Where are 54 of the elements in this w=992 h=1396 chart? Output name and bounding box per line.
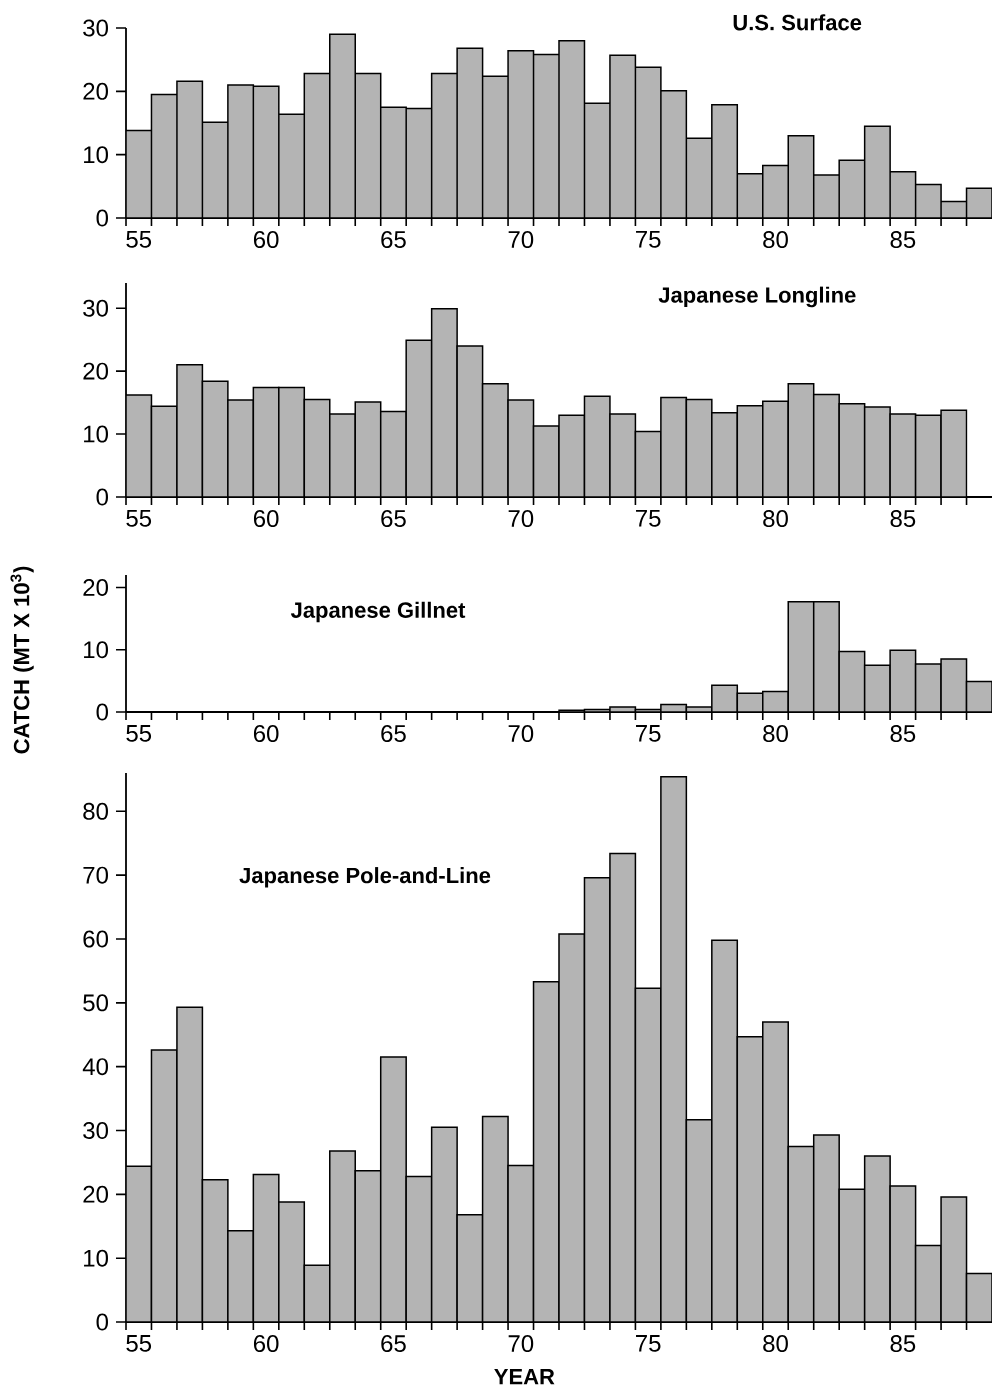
x-tick-label: 65 — [381, 725, 406, 743]
x-tick-label: 75 — [636, 231, 661, 248]
x-axis-title: YEAR — [494, 1369, 555, 1385]
y-tick-label: 10 — [84, 1249, 108, 1267]
y-tick-label: 80 — [83, 802, 108, 820]
y-tick-label: 10 — [84, 425, 108, 443]
x-tick-label: 60 — [253, 1335, 279, 1353]
x-tick-label: 65 — [381, 510, 406, 528]
y-tick-label: 0 — [96, 1313, 109, 1331]
y-tick-label: 10 — [84, 146, 108, 164]
y-tick-label: 20 — [83, 362, 108, 380]
chart-title: U.S. Surface — [733, 14, 862, 31]
x-tick-label: 85 — [890, 725, 916, 743]
x-tick-label: 75 — [636, 510, 661, 527]
x-tick-label: 75 — [636, 1335, 661, 1352]
y-tick-label: 50 — [83, 994, 108, 1012]
x-tick-label: 60 — [253, 510, 279, 528]
y-tick-label: 30 — [83, 1122, 108, 1139]
x-tick-label: 85 — [890, 1335, 916, 1353]
x-tick-label: 55 — [126, 1335, 152, 1352]
y-tick-label: 0 — [96, 488, 109, 506]
x-tick-label: 70 — [508, 510, 534, 528]
x-tick-label: 80 — [763, 725, 788, 743]
x-tick-label: 70 — [508, 1335, 534, 1353]
y-tick-label: 60 — [83, 930, 108, 948]
y-tick-label: 20 — [83, 1185, 108, 1203]
x-tick-label: 55 — [126, 231, 152, 248]
y-tick-label: 0 — [96, 703, 109, 721]
y-tick-label: 70 — [83, 866, 108, 884]
x-tick-label: 55 — [126, 725, 152, 742]
y-tick-label: 0 — [96, 209, 109, 227]
y-tick-label: 30 — [83, 299, 108, 317]
y-tick-label: 40 — [82, 1058, 108, 1076]
x-tick-label: 55 — [126, 510, 152, 527]
x-tick-label: 60 — [253, 231, 279, 249]
y-tick-label: 20 — [83, 578, 108, 596]
x-tick-label: 75 — [636, 725, 661, 742]
text: Japanese Pole-and-Line — [239, 867, 491, 888]
y-axis-title: CATCH (MT X 10$^{3}$) — [10, 566, 34, 754]
y-tick-label: 20 — [83, 82, 108, 100]
x-tick-label: 80 — [763, 231, 788, 249]
x-tick-label: 60 — [253, 725, 279, 743]
y-tick-label: 30 — [83, 19, 108, 37]
x-tick-label: 65 — [381, 1335, 406, 1353]
x-tick-label: 80 — [763, 510, 788, 528]
x-tick-label: 80 — [763, 1335, 788, 1353]
x-tick-label: 85 — [890, 231, 916, 249]
text: Japanese Gillnet — [290, 601, 466, 623]
x-tick-label: 65 — [381, 231, 406, 249]
x-tick-label: 85 — [890, 510, 916, 528]
y-tick-label: 10 — [84, 641, 108, 659]
chart-title: Japanese Longline — [658, 286, 856, 308]
x-tick-label: 70 — [508, 725, 534, 743]
x-tick-label: 70 — [508, 231, 534, 249]
